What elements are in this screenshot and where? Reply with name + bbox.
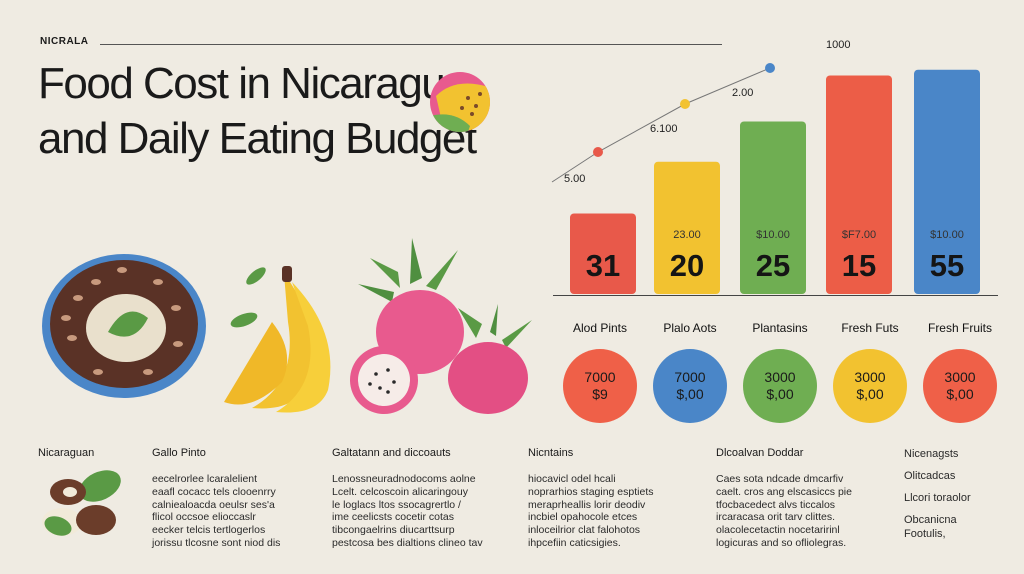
price-circle-line1: 3000: [944, 369, 976, 385]
side-list-item: Llcori toraolor: [904, 492, 971, 504]
info-column-heading: Nicntains: [528, 447, 574, 459]
info-column-text: Caes sota ndcade dmcarfiv: [716, 473, 844, 485]
info-column-text: inloceilrior clat falohotos: [528, 524, 641, 537]
bar-value-label-3: 15: [842, 248, 876, 283]
price-circle-4: Fresh Fruits 3000 $,00: [920, 321, 1000, 423]
gallo-pinto-bowl-illustration: [42, 254, 206, 398]
chart-baseline: [553, 295, 998, 296]
bar-value-label-0: 31: [586, 248, 620, 283]
info-column-3: Dlcoalvan Doddar Caes sota ndcade dmcarfi…: [716, 447, 852, 550]
price-circle-1: Plalo Aots 7000 $,00: [650, 321, 730, 423]
info-column-text: jorissu tlcosne sont niod dis: [152, 536, 281, 549]
dragon-fruit-illustration: [350, 238, 532, 414]
price-circle-disc: 3000 $,00: [923, 349, 997, 423]
info-column-text: tibcongaelrins diucarttsurp: [332, 524, 455, 537]
price-circle-line2: $,00: [676, 386, 704, 402]
info-column-1: Galtatann and diccoauts Lenossneuradnodoc…: [332, 447, 483, 550]
annotation-label-2: 2.00: [732, 87, 753, 99]
side-list-item: Footulis,: [904, 528, 946, 540]
page-title: Food Cost in Nicaragua and Daily Eating …: [38, 59, 477, 163]
info-column-text: le loglacs ltos ssocagrertlo /: [332, 498, 461, 511]
side-list-item: Obcanicna: [904, 514, 957, 526]
header-divider: [100, 44, 722, 45]
price-circle-line1: 3000: [854, 369, 886, 385]
info-column-heading: Gallo Pinto: [152, 447, 206, 459]
price-circle-line2: $,00: [946, 386, 974, 402]
bar-sublabel-2: $10.00: [756, 229, 790, 241]
annotation-dot-2: [680, 99, 690, 109]
bottom-side-list: Nicenagsts Olitcadcas Llcori toraolor Obcan…: [904, 447, 971, 549]
side-list-item: Nicenagsts: [904, 448, 959, 460]
info-column-text: tfocbacedect alvs ticcalos: [716, 498, 836, 511]
info-column-2: Nicntains hiocavicl odel hcali noprarhios …: [528, 447, 654, 550]
price-circle-line1: 3000: [764, 369, 796, 385]
bar-sublabel-4: $10.00: [930, 229, 964, 241]
bar-value-label-1: 20: [670, 248, 704, 283]
info-column-text: calniealoacda oeulsr ses'a: [152, 498, 275, 511]
price-circle-label: Fresh Fruits: [927, 321, 992, 335]
annotation-line: [551, 67, 771, 183]
bar-3: [826, 75, 892, 294]
info-column-heading: Dlcoalvan Doddar: [716, 447, 804, 459]
bar-4: [914, 69, 980, 294]
bar-sublabel-3: $F7.00: [842, 229, 876, 241]
price-circle-label: Fresh Futs: [841, 321, 899, 335]
price-circle-line1: 7000: [674, 369, 706, 385]
fruit-ball-illustration: [430, 72, 490, 132]
bar-2: [740, 121, 806, 294]
info-column-text: caelt. cros ang elscasiccs pie: [716, 485, 852, 498]
info-column-heading: Galtatann and diccoauts: [332, 447, 451, 459]
price-circle-line2: $,00: [766, 386, 794, 402]
info-column-text: olacolecetactin nocetaririnl: [716, 524, 840, 537]
side-list-item: Olitcadcas: [904, 470, 956, 482]
kicker-label: NICRALA: [40, 36, 89, 47]
bar-0: [570, 213, 636, 294]
info-column-text: ircaracasa orit tarv clittes.: [716, 511, 836, 524]
info-column-text: pestcosa bes dialtions clineo tav: [332, 536, 483, 549]
annotation-dot-1: [593, 147, 603, 157]
price-circle-line2: $,00: [856, 386, 884, 402]
info-column-text: logicuras and so ofliolegras.: [716, 536, 847, 549]
bar-sublabel-1: 23.00: [673, 229, 701, 241]
bottom-side-label: Nicaraguan: [38, 447, 94, 473]
price-circle-line2: $9: [592, 386, 608, 402]
price-circle-label: Plalo Aots: [663, 321, 717, 335]
beans-illustration: [42, 470, 121, 536]
info-column-text: noprarhios staging esptiets: [528, 485, 654, 498]
price-circle-line1: 7000: [584, 369, 616, 385]
price-circle-disc: 7000 $,00: [653, 349, 727, 423]
bar-1: [654, 161, 720, 294]
info-column-text: Lcelt. celcoscoin alicaringouy: [332, 485, 468, 498]
price-circle-label: Alod Pints: [572, 321, 628, 335]
annotation-label-0: 5.00: [564, 173, 585, 185]
info-column-text: meraprheallis lorir deodiv: [528, 498, 646, 511]
annotation-dot-3: [765, 63, 775, 73]
price-circle-disc: 7000 $9: [563, 349, 637, 423]
info-column-text: eaafl cocacc tels clooenrry: [152, 485, 276, 498]
food-cost-bar-chart: 31 20 23.00 25 $10.00 15 $F7.00 55 $10.00 5.00 6.1…: [551, 39, 980, 294]
price-circle-3: Fresh Futs 3000 $,00: [830, 321, 910, 423]
info-column-text: incbiel opahocole etces: [528, 511, 638, 524]
banana-illustration: [224, 266, 331, 413]
info-column-text: hiocavicl odel hcali: [528, 473, 616, 485]
annotation-label-1: 6.100: [650, 123, 678, 135]
price-circle-disc: 3000 $,00: [833, 349, 907, 423]
info-column-text: eecker telcis tertlogerlos: [152, 524, 266, 537]
info-column-text: Lenossneuradnodocoms aolne: [332, 473, 476, 485]
info-column-text: flicol occsoe elioccaslr: [152, 511, 256, 524]
price-circle-disc: 3000 $,00: [743, 349, 817, 423]
info-column-text: ime ceelicsts cocetir cotas: [332, 511, 454, 524]
info-column-text: eecelrorlee lcaralelient: [152, 473, 258, 485]
info-column-0: Gallo Pinto eecelrorlee lcaralelient eaafl…: [152, 447, 280, 550]
annotation-label-3: 1000: [826, 39, 850, 51]
bar-value-label-2: 25: [756, 248, 790, 283]
side-label: Nicaraguan: [38, 447, 95, 459]
price-circle-label: Plantasins: [752, 321, 808, 335]
info-column-text: ihpcefiin caticsigies.: [528, 536, 621, 549]
price-circle-0: Alod Pints 7000 $9: [560, 321, 640, 423]
bar-value-label-4: 55: [930, 248, 964, 283]
price-circle-2: Plantasins 3000 $,00: [740, 321, 820, 423]
